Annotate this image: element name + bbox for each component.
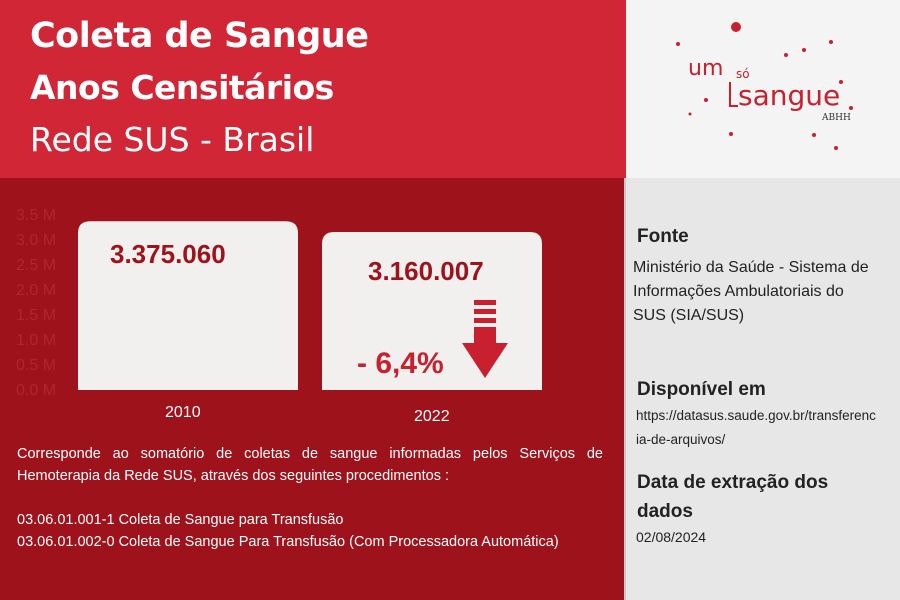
procedure-item-1: 03.06.01.001-1 Coleta de Sangue para Tra… (17, 512, 344, 528)
logo-word-sangue: sangue (738, 79, 840, 112)
data-label-2010: 3.375.060 (110, 239, 226, 269)
logo-dot (829, 40, 833, 44)
header-banner: Coleta de Sangue Anos Censitários Rede S… (0, 0, 626, 178)
blood-collection-bar-chart: 0.0 M 0.5 M 1.0 M 1.5 M 2.0 M 2.5 M 3.0 M 3.5 M… (16, 207, 542, 425)
um-so-sangue-logo: um só sangue ABHH (676, 22, 853, 150)
y-tick-label: 0.0 M (16, 382, 56, 399)
logo-dot (731, 22, 741, 32)
y-tick-label: 2.0 M (16, 282, 56, 299)
title-line-1: Coleta de Sangue (30, 16, 369, 56)
procedure-item-2: 03.06.01.002-0 Coleta de Sangue Para Tra… (17, 534, 559, 550)
logo-dot (729, 132, 733, 136)
available-url[interactable]: https://datasus.saude.gov.br/transferenc… (636, 408, 876, 447)
logo-word-so: só (736, 67, 750, 81)
extraction-date-value: 02/08/2024 (636, 529, 707, 545)
y-tick-label: 1.0 M (16, 332, 56, 349)
change-percentage: - 6,4% (357, 347, 444, 380)
logo-dot (802, 48, 806, 52)
description-text: Corresponde ao somatório de coletas de s… (17, 446, 603, 484)
logo-panel: um só sangue ABHH (626, 0, 900, 178)
bar-2010 (78, 221, 298, 390)
extraction-date-heading: Data de extração dos dados (637, 472, 829, 522)
source-text: Ministério da Saúde - Sistema de Informa… (633, 259, 869, 324)
logo-dot (849, 106, 853, 110)
y-tick-label: 3.0 M (16, 232, 56, 249)
title-line-2: Anos Censitários (30, 68, 334, 107)
y-tick-label: 2.5 M (16, 257, 56, 274)
sidebar-panel (624, 178, 900, 600)
title-line-3: Rede SUS - Brasil (30, 120, 315, 159)
description-block: Corresponde ao somatório de coletas de s… (17, 443, 603, 553)
logo-dot (676, 42, 680, 46)
y-tick-label: 1.5 M (16, 307, 56, 324)
labels-group: 3.375.060 2010 3.160.007 2022 (110, 239, 484, 425)
y-tick-label: 0.5 M (16, 357, 56, 374)
logo-dot (812, 133, 816, 137)
y-tick-label: 3.5 M (16, 207, 56, 224)
logo-org: ABHH (821, 113, 851, 123)
logo-line (729, 82, 738, 107)
available-heading: Disponível em (637, 379, 766, 400)
arrow-down-icon (462, 300, 508, 378)
logo-dot (704, 98, 708, 102)
logo-dot (834, 146, 838, 150)
category-label-2010: 2010 (165, 404, 201, 421)
logo-word-um: um (688, 56, 723, 81)
source-heading: Fonte (637, 226, 689, 247)
logo-dot (784, 53, 788, 57)
category-label-2022: 2022 (414, 408, 450, 425)
y-axis: 0.0 M 0.5 M 1.0 M 1.5 M 2.0 M 2.5 M 3.0 M 3.5 M (16, 207, 56, 399)
logo-dot (688, 112, 692, 116)
logo-dot (839, 80, 843, 84)
data-label-2022: 3.160.007 (368, 256, 484, 286)
